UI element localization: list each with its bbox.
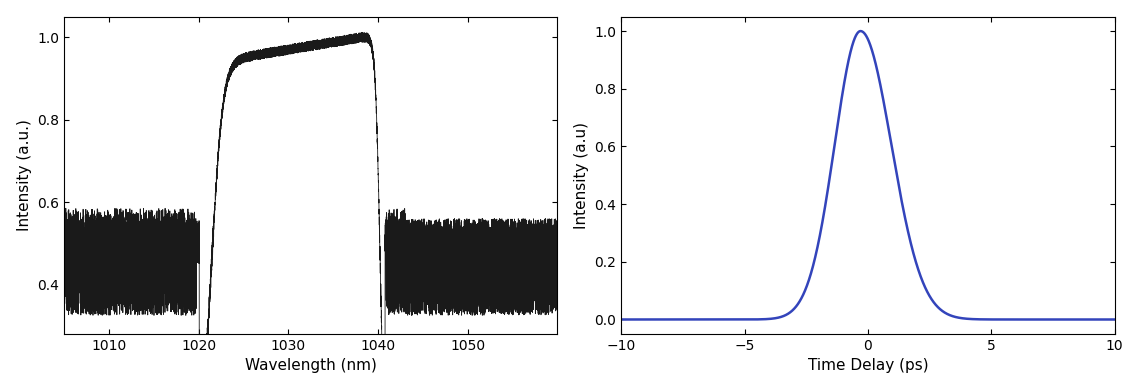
X-axis label: Time Delay (ps): Time Delay (ps) [807, 358, 928, 373]
X-axis label: Wavelength (nm): Wavelength (nm) [245, 358, 376, 373]
Y-axis label: Intensity (a.u): Intensity (a.u) [573, 122, 589, 229]
Y-axis label: Intensity (a.u.): Intensity (a.u.) [17, 119, 32, 231]
